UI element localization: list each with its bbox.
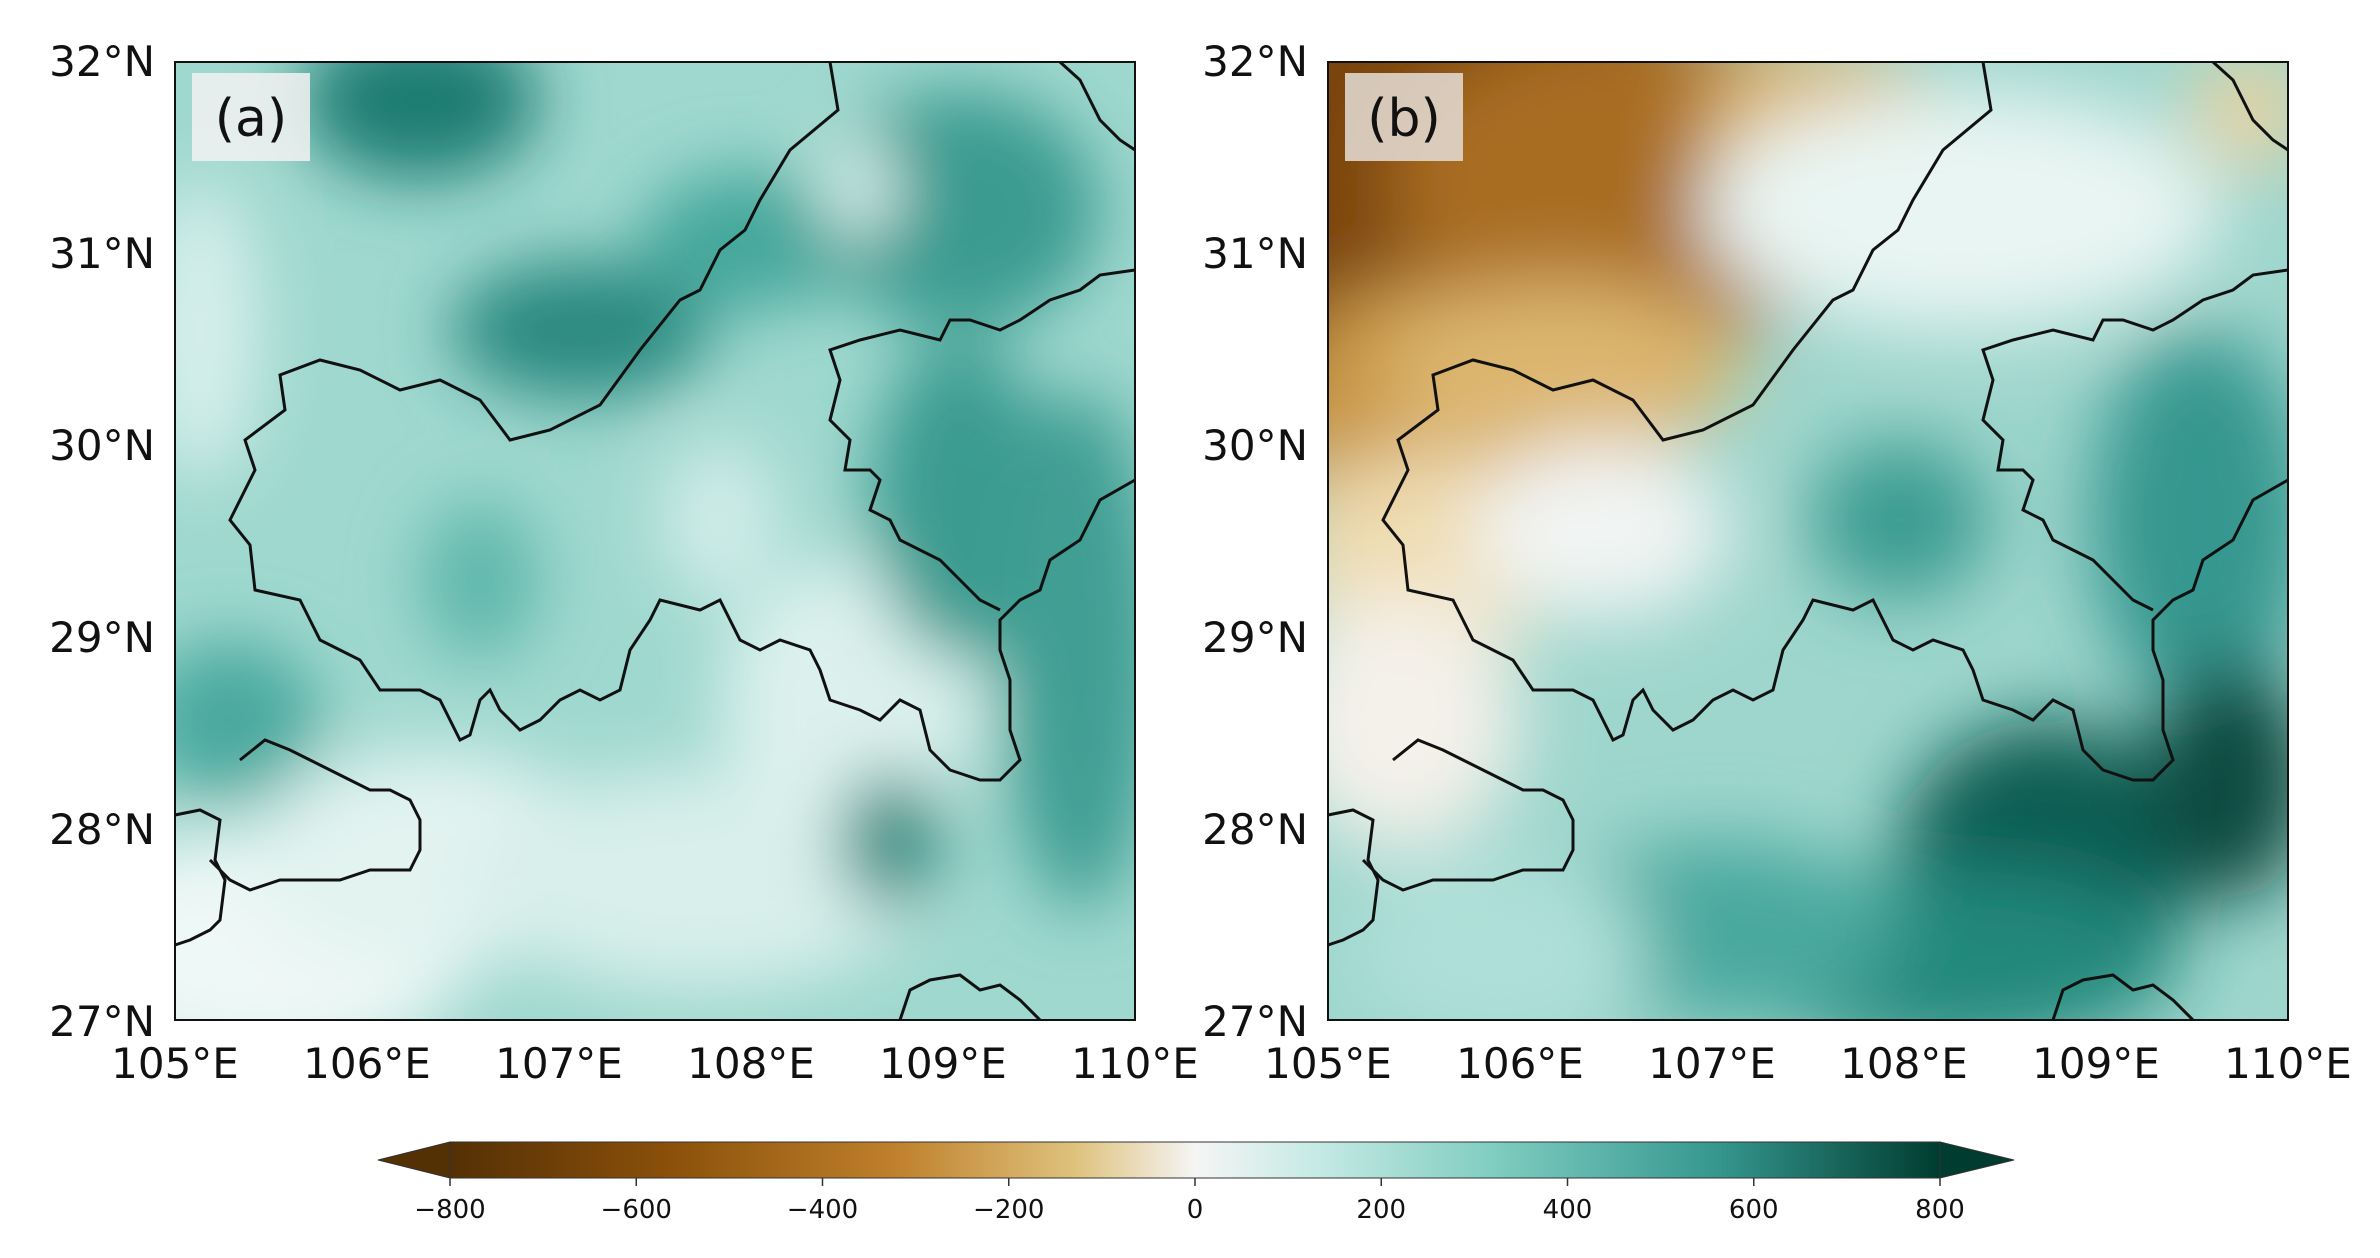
panel-b-x-ticks: 105°E 106°E 107°E 108°E 109°E 110°E	[1264, 1039, 2352, 1088]
colorbar-tick-label: −400	[787, 1195, 858, 1225]
panel-a-y-tick: 28°N	[49, 805, 155, 854]
colorbar-extend-low	[377, 1141, 451, 1179]
panel-a-y-tick: 31°N	[49, 229, 155, 278]
panel-b-y-tick: 30°N	[1202, 421, 1308, 470]
panel-b-y-tick: 31°N	[1202, 229, 1308, 278]
panel-a-y-tick: 27°N	[49, 997, 155, 1046]
colorbar-bar	[449, 1141, 1941, 1179]
panel-a-label: (a)	[215, 89, 287, 149]
panel-a-y-tick: 32°N	[49, 37, 155, 86]
colorbar-tick-label: −600	[601, 1195, 672, 1225]
colorbar-tick-label: 800	[1915, 1195, 1965, 1225]
panel-b-y-tick: 32°N	[1202, 37, 1308, 86]
colorbar-ticks: −800 −600 −400 −200 0 200 400 600 800	[414, 1178, 1965, 1225]
panel-b-x-tick: 108°E	[1840, 1039, 1968, 1088]
panel-b-x-tick: 109°E	[2032, 1039, 2160, 1088]
panel-a-x-tick: 109°E	[879, 1039, 1007, 1088]
panel-a-y-tick: 29°N	[49, 613, 155, 662]
panel-b-label-box	[1345, 73, 1463, 161]
colorbar-tick-label: −200	[973, 1195, 1044, 1225]
panel-a-field	[175, 62, 1135, 1020]
panel-b: (b)	[1327, 60, 2289, 1022]
panel-b-y-tick: 29°N	[1202, 613, 1308, 662]
panel-a-y-tick: 30°N	[49, 421, 155, 470]
panel-a-boundaries	[174, 60, 1136, 1022]
colorbar-tick-label: 600	[1729, 1195, 1779, 1225]
panel-b-x-tick: 110°E	[2224, 1039, 2352, 1088]
panel-a-frame	[174, 61, 1136, 1021]
panel-b-x-tick: 105°E	[1264, 1039, 1392, 1088]
panel-a-x-tick: 110°E	[1071, 1039, 1199, 1088]
panel-b-x-tick: 106°E	[1456, 1039, 1584, 1088]
colorbar-tick-label: 200	[1356, 1195, 1406, 1225]
panel-b-y-tick: 27°N	[1202, 997, 1308, 1046]
panel-b-y-tick: 28°N	[1202, 805, 1308, 854]
panel-a-x-tick: 105°E	[111, 1039, 239, 1088]
panel-a-x-tick: 106°E	[303, 1039, 431, 1088]
colorbar: −800 −600 −400 −200 0 200 400 600 800	[377, 1141, 2015, 1225]
panel-b-frame	[1327, 61, 2289, 1021]
colorbar-tick-label: 0	[1187, 1195, 1204, 1225]
panel-a-label-box	[192, 73, 310, 161]
colorbar-extend-high	[1939, 1141, 2015, 1179]
panel-a-y-ticks: 32°N 31°N 30°N 29°N 28°N 27°N	[49, 37, 155, 1046]
panel-a: (a)	[174, 60, 1136, 1022]
panel-b-boundaries	[1327, 60, 2289, 1022]
panel-a-x-tick: 107°E	[495, 1039, 623, 1088]
panel-b-y-ticks: 32°N 31°N 30°N 29°N 28°N 27°N	[1202, 37, 1308, 1046]
panel-a-x-ticks: 105°E 106°E 107°E 108°E 109°E 110°E	[111, 1039, 1199, 1088]
panel-a-x-tick: 108°E	[687, 1039, 815, 1088]
colorbar-tick-label: 400	[1543, 1195, 1593, 1225]
panel-b-label: (b)	[1367, 89, 1441, 149]
panel-b-field	[1328, 62, 2288, 1020]
panel-b-x-tick: 107°E	[1648, 1039, 1776, 1088]
colorbar-tick-label: −800	[414, 1195, 485, 1225]
